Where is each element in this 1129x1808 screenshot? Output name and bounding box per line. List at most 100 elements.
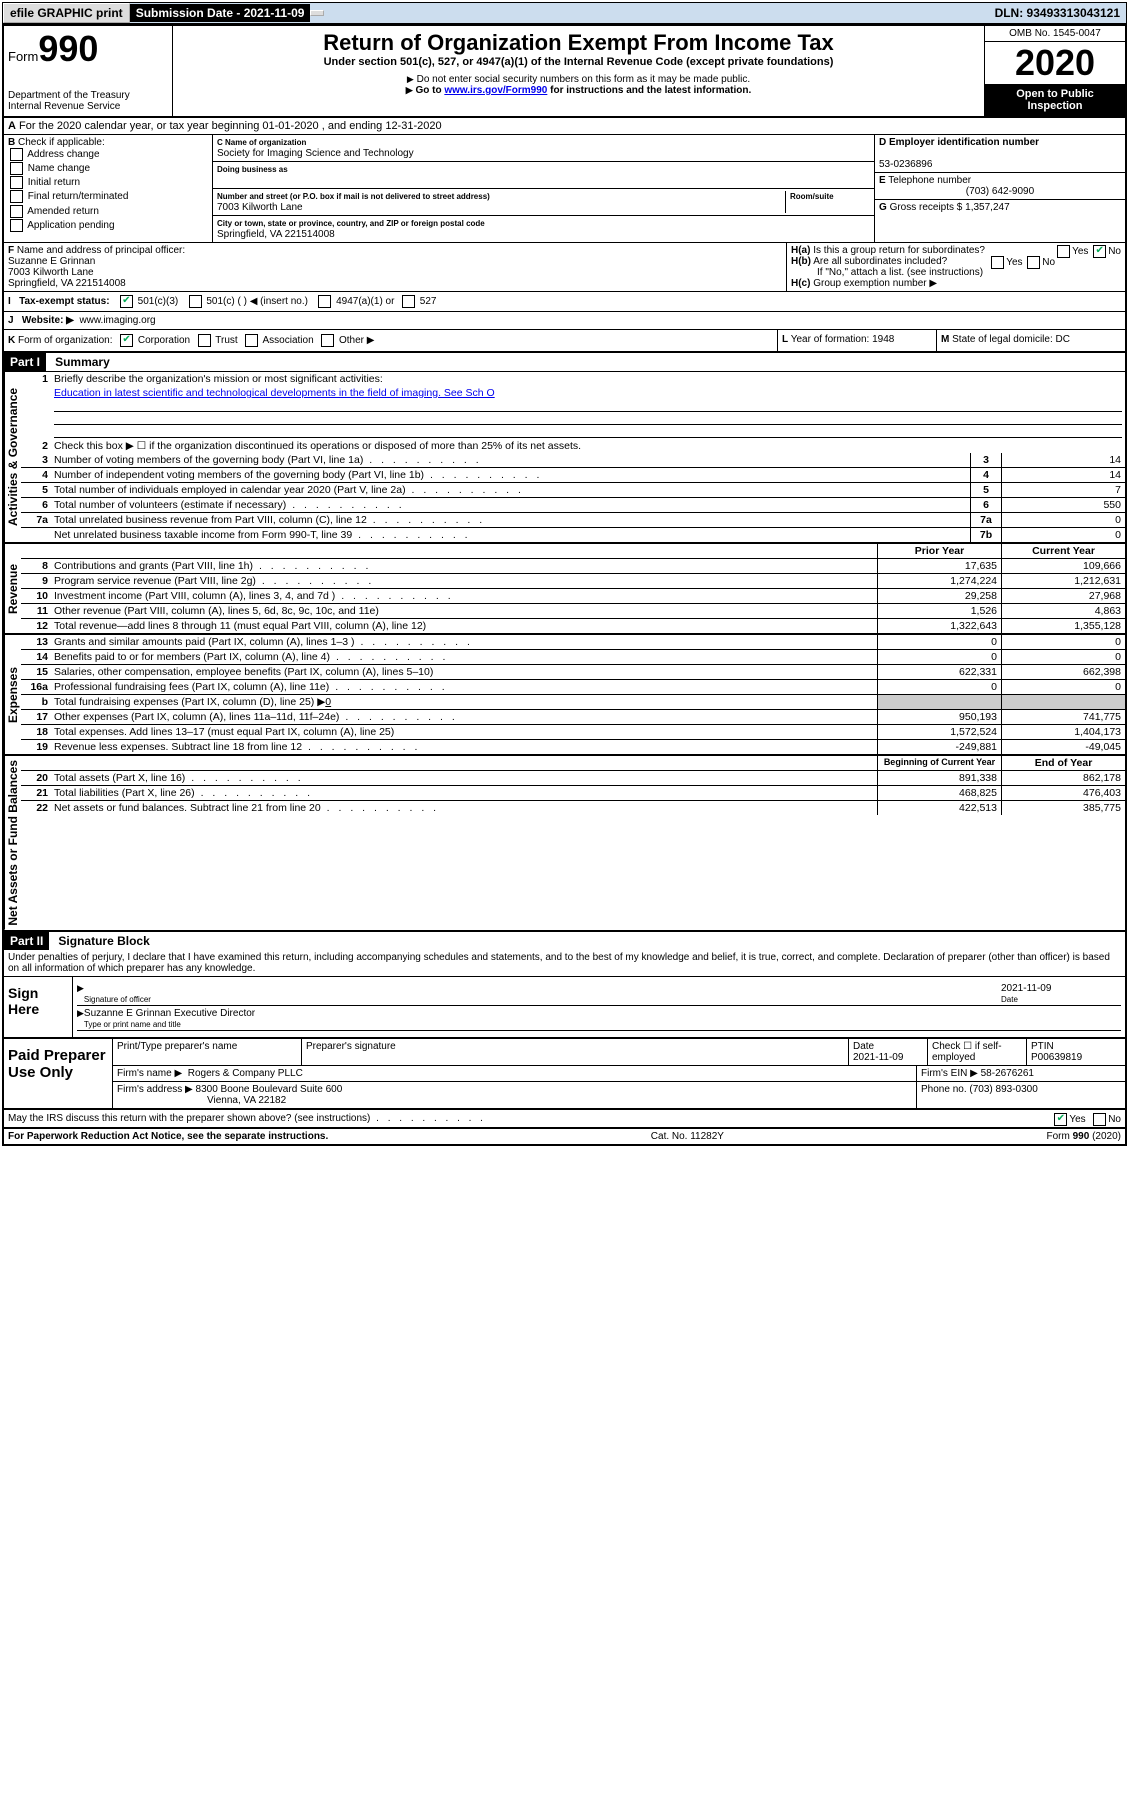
- label-expenses: Expenses: [4, 635, 21, 754]
- irs-link[interactable]: www.irs.gov/Form990: [444, 85, 547, 96]
- chk-527[interactable]: [402, 295, 415, 308]
- footer-left: For Paperwork Reduction Act Notice, see …: [8, 1131, 328, 1142]
- l13-current: 0: [1001, 635, 1125, 649]
- sign-date: 2021-11-09: [1001, 983, 1051, 994]
- l7a-value: 0: [1001, 513, 1125, 527]
- l10-current: 27,968: [1001, 589, 1125, 603]
- footer-right: Form 990 (2020): [1047, 1131, 1121, 1142]
- l18-current: 1,404,173: [1001, 725, 1125, 739]
- firm-addr2: Vienna, VA 22182: [117, 1095, 286, 1106]
- form-note-link: ▶ Go to www.irs.gov/Form990 for instruct…: [177, 85, 980, 96]
- part2-header-row: Part II Signature Block: [4, 932, 1125, 950]
- chk-4947[interactable]: [318, 295, 331, 308]
- firm-addr1: 8300 Boone Boulevard Suite 600: [196, 1084, 343, 1095]
- l22-current: 385,775: [1001, 801, 1125, 815]
- form-subtitle: Under section 501(c), 527, or 4947(a)(1)…: [177, 56, 980, 68]
- perjury-statement: Under penalties of perjury, I declare th…: [4, 950, 1125, 977]
- l12-current: 1,355,128: [1001, 619, 1125, 633]
- chk-initial-return[interactable]: [10, 176, 23, 189]
- l5-value: 7: [1001, 483, 1125, 497]
- chk-other[interactable]: [321, 334, 334, 347]
- state-domicile: DC: [1056, 334, 1070, 345]
- l8-prior: 17,635: [877, 559, 1001, 573]
- form-prefix: Form: [8, 49, 38, 64]
- chk-ha-yes[interactable]: [1057, 245, 1070, 258]
- l19-current: -49,045: [1001, 740, 1125, 754]
- section-revenue: Revenue Prior YearCurrent Year 8Contribu…: [4, 544, 1125, 635]
- sign-here-block: Sign Here Signature of officer 2021-11-0…: [4, 977, 1125, 1039]
- form-title: Return of Organization Exempt From Incom…: [177, 30, 980, 56]
- chk-corp[interactable]: [120, 334, 133, 347]
- form-footer: For Paperwork Reduction Act Notice, see …: [4, 1129, 1125, 1144]
- chk-501c3[interactable]: [120, 295, 133, 308]
- l9-prior: 1,274,224: [877, 574, 1001, 588]
- firm-phone: (703) 893-0300: [969, 1084, 1037, 1095]
- form-number: Form990: [8, 28, 168, 70]
- part1-badge: Part I: [4, 353, 46, 371]
- chk-amended[interactable]: [10, 205, 23, 218]
- l9-current: 1,212,631: [1001, 574, 1125, 588]
- chk-assoc[interactable]: [245, 334, 258, 347]
- discuss-row: May the IRS discuss this return with the…: [4, 1110, 1125, 1129]
- top-toolbar: efile GRAPHIC print Submission Date - 20…: [2, 2, 1127, 24]
- section-a-tax-year: A For the 2020 calendar year, or tax yea…: [4, 118, 1125, 135]
- section-governance: Activities & Governance 1Briefly describ…: [4, 372, 1125, 544]
- form-frame: Form990 Department of the Treasury Inter…: [2, 24, 1127, 1146]
- l17-current: 741,775: [1001, 710, 1125, 724]
- firm-ein: 58-2676261: [981, 1068, 1034, 1079]
- website-value[interactable]: www.imaging.org: [79, 315, 155, 326]
- form-note-ssn: ▶ Do not enter social security numbers o…: [177, 74, 980, 85]
- public-inspection: Open to Public Inspection: [985, 84, 1125, 116]
- chk-501c[interactable]: [189, 295, 202, 308]
- org-city: Springfield, VA 221514008: [217, 229, 335, 240]
- mission-text[interactable]: Education in latest scientific and techn…: [54, 387, 495, 399]
- l15-current: 662,398: [1001, 665, 1125, 679]
- chk-app-pending[interactable]: [10, 219, 23, 232]
- chk-hb-yes[interactable]: [991, 256, 1004, 269]
- section-j: J Website: ▶ www.imaging.org: [4, 312, 1125, 330]
- l14-current: 0: [1001, 650, 1125, 664]
- sign-here-label: Sign Here: [4, 977, 73, 1037]
- l15-prior: 622,331: [877, 665, 1001, 679]
- firm-name: Rogers & Company PLLC: [188, 1068, 303, 1079]
- chk-trust[interactable]: [198, 334, 211, 347]
- l17-prior: 950,193: [877, 710, 1001, 724]
- l16b-value: 0: [325, 696, 331, 708]
- chk-address-change[interactable]: [10, 148, 23, 161]
- chk-hb-no[interactable]: [1027, 256, 1040, 269]
- chk-final-return[interactable]: [10, 190, 23, 203]
- ein-value: 53-0236896: [879, 159, 932, 170]
- section-i: I Tax-exempt status: 501(c)(3) 501(c) ( …: [4, 292, 1125, 312]
- label-revenue: Revenue: [4, 544, 21, 633]
- l16b-shaded: [877, 695, 1001, 709]
- dln-label: DLN: 93493313043121: [989, 4, 1126, 22]
- l6-value: 550: [1001, 498, 1125, 512]
- col-b-checkboxes: B Check if applicable: Address change Na…: [4, 135, 213, 242]
- l12-prior: 1,322,643: [877, 619, 1001, 633]
- org-street: 7003 Kilworth Lane: [217, 202, 303, 213]
- section-klm: K Form of organization: Corporation Trus…: [4, 330, 1125, 353]
- chk-name-change[interactable]: [10, 162, 23, 175]
- l8-current: 109,666: [1001, 559, 1125, 573]
- label-net-assets: Net Assets or Fund Balances: [4, 756, 21, 930]
- chk-ha-no[interactable]: [1093, 245, 1106, 258]
- l3-value: 14: [1001, 453, 1125, 467]
- phone-value: (703) 642-9090: [879, 186, 1121, 197]
- form-990: 990: [38, 28, 98, 69]
- section-net-assets: Net Assets or Fund Balances Beginning of…: [4, 756, 1125, 932]
- l18-prior: 1,572,524: [877, 725, 1001, 739]
- section-expenses: Expenses 13Grants and similar amounts pa…: [4, 635, 1125, 756]
- col-c-name-address: C Name of organization Society for Imagi…: [213, 135, 874, 242]
- chk-discuss-no[interactable]: [1093, 1113, 1106, 1126]
- l11-current: 4,863: [1001, 604, 1125, 618]
- label-governance: Activities & Governance: [4, 372, 21, 542]
- l21-current: 476,403: [1001, 786, 1125, 800]
- section-bcd: B Check if applicable: Address change Na…: [4, 135, 1125, 243]
- blank-button[interactable]: [310, 10, 324, 16]
- paid-preparer-block: Paid Preparer Use Only Print/Type prepar…: [4, 1039, 1125, 1110]
- l14-prior: 0: [877, 650, 1001, 664]
- efile-print-button[interactable]: efile GRAPHIC print: [3, 3, 130, 23]
- chk-discuss-yes[interactable]: [1054, 1113, 1067, 1126]
- prep-date: 2021-11-09: [853, 1052, 903, 1063]
- l20-current: 862,178: [1001, 771, 1125, 785]
